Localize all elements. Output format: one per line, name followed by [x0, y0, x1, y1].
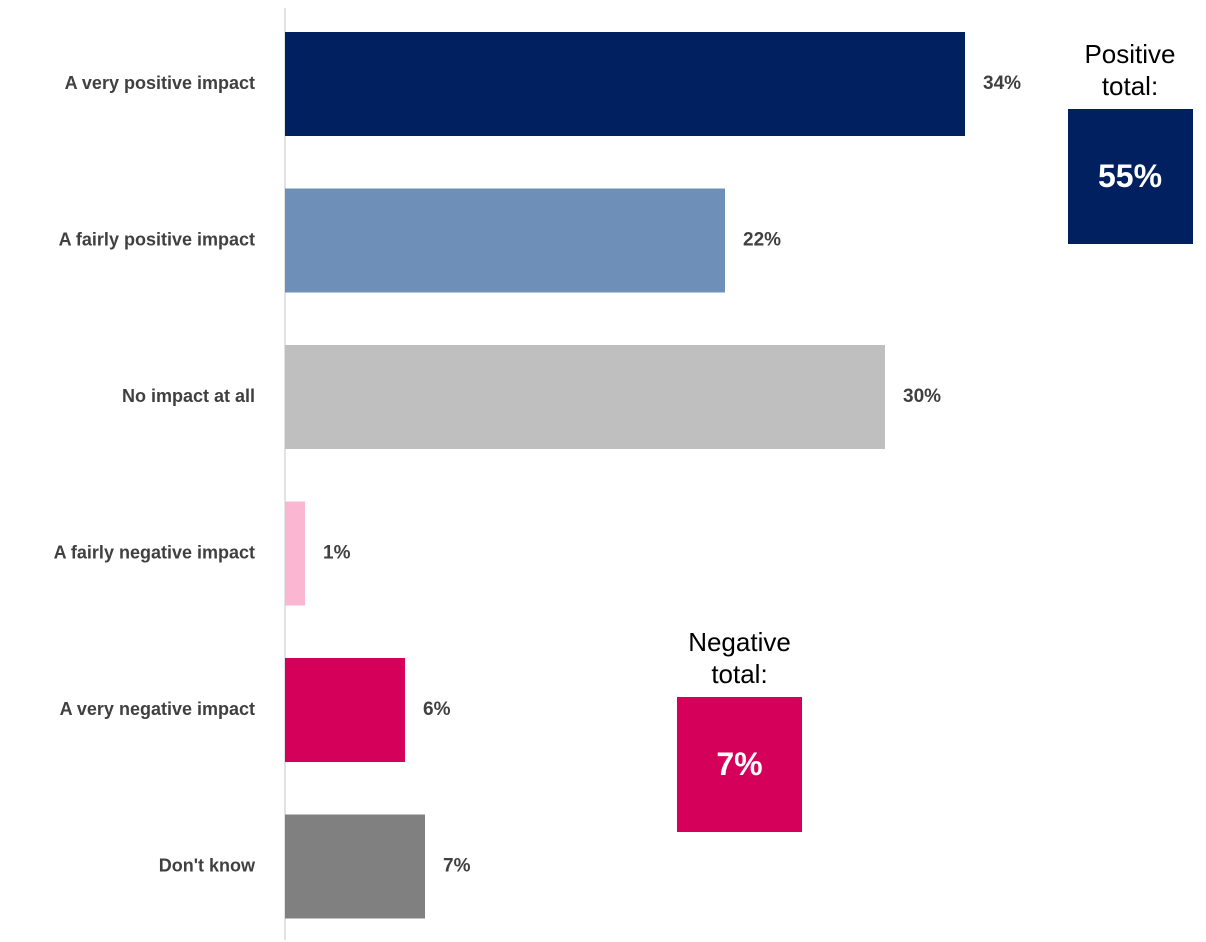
bar-4 [285, 658, 405, 762]
value-label-2: 30% [903, 386, 941, 407]
value-label-1: 22% [743, 230, 781, 251]
category-label-4: A very negative impact [60, 699, 255, 719]
negative-total-caption: Negative total: [688, 627, 791, 689]
bar-2 [285, 345, 885, 449]
negative-total-box: 7% [677, 697, 802, 832]
value-label-0: 34% [983, 73, 1021, 94]
negative-total-value: 7% [716, 746, 763, 782]
value-label-4: 6% [423, 699, 451, 720]
value-label-5: 7% [443, 856, 471, 877]
category-label-2: No impact at all [122, 386, 255, 406]
bar-5 [285, 814, 425, 919]
negative-total-callout: Negative total: 7% [662, 626, 817, 832]
bar-1 [285, 188, 725, 293]
category-label-1: A fairly positive impact [59, 229, 255, 249]
bar-0 [285, 32, 965, 136]
positive-total-box: 55% [1067, 109, 1193, 244]
category-label-5: Don't know [159, 855, 256, 875]
bar-3 [285, 501, 305, 606]
category-label-3: A fairly negative impact [54, 542, 255, 562]
positive-total-value: 55% [1097, 158, 1163, 194]
positive-total-callout: Positive total: 55% [1055, 38, 1205, 244]
positive-total-caption: Positive total: [1084, 39, 1176, 101]
category-label-0: A very positive impact [65, 73, 255, 93]
value-label-3: 1% [323, 543, 351, 564]
bars-layer: A very positive impact 34% A fairly positi… [54, 32, 1021, 919]
